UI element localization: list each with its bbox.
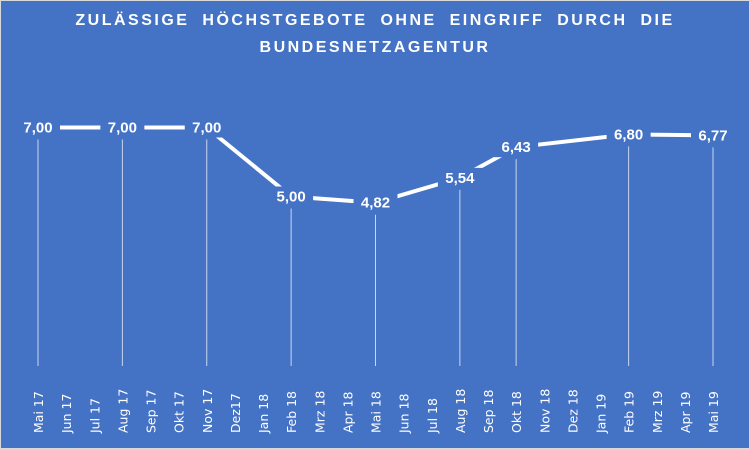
data-label-bg bbox=[16, 117, 60, 138]
data-label-bg bbox=[606, 124, 651, 145]
x-tick-label: Dez 18 bbox=[565, 389, 580, 433]
data-label-bg bbox=[494, 137, 539, 158]
data-label-bg bbox=[353, 192, 398, 213]
x-tick-label: Jun 17 bbox=[59, 394, 74, 434]
x-tick-label: Jun 18 bbox=[397, 394, 412, 434]
x-tick-label: Sep 18 bbox=[481, 390, 496, 433]
data-label: 5,00 bbox=[277, 189, 306, 206]
data-label: 7,00 bbox=[108, 120, 137, 137]
data-label: 6,77 bbox=[698, 127, 727, 144]
data-label-bg bbox=[437, 167, 482, 188]
data-label: 6,43 bbox=[502, 139, 531, 156]
x-tick-label: Nov 17 bbox=[200, 389, 215, 433]
data-label: 4,82 bbox=[361, 195, 390, 212]
x-tick-label: Okt 17 bbox=[172, 391, 187, 433]
x-tick-label: Dez17 bbox=[228, 393, 243, 433]
x-tick-label: Feb 18 bbox=[284, 391, 299, 433]
x-tick-label: Nov 18 bbox=[537, 389, 552, 433]
x-tick-label: Mrz 19 bbox=[650, 391, 665, 433]
x-tick-label: Okt 18 bbox=[509, 391, 524, 433]
chart-title: ZULÄSSIGE HÖCHSTGEBOTE OHNE EINGRIFF DUR… bbox=[75, 12, 675, 56]
data-label-bg bbox=[184, 117, 229, 138]
data-label: 6,80 bbox=[614, 126, 643, 143]
x-tick-label: Mai 19 bbox=[706, 391, 721, 433]
x-tick-label: Jul 18 bbox=[425, 398, 440, 434]
data-label: 7,00 bbox=[192, 120, 221, 137]
x-tick-label: Mai 18 bbox=[369, 391, 384, 433]
data-label: 5,54 bbox=[445, 170, 475, 187]
x-tick-label: Apr 19 bbox=[678, 391, 693, 433]
x-tick-label: Aug 17 bbox=[115, 389, 130, 433]
x-tick-label: Jan 19 bbox=[594, 394, 609, 434]
x-tick-label: Jul 17 bbox=[87, 398, 102, 434]
x-tick-label: Jan 18 bbox=[256, 394, 271, 434]
x-tick-label: Mrz 18 bbox=[312, 391, 327, 433]
x-tick-label: Aug 18 bbox=[453, 389, 468, 433]
x-tick-label: Mai 17 bbox=[31, 391, 46, 433]
data-label-bg bbox=[269, 186, 314, 207]
x-tick-label: Apr 18 bbox=[340, 391, 355, 433]
data-label-bg bbox=[100, 117, 145, 138]
data-label-bg bbox=[691, 125, 735, 146]
x-tick-label: Sep 17 bbox=[144, 390, 159, 433]
data-label: 7,00 bbox=[23, 120, 52, 137]
x-tick-label: Feb 19 bbox=[622, 391, 637, 433]
